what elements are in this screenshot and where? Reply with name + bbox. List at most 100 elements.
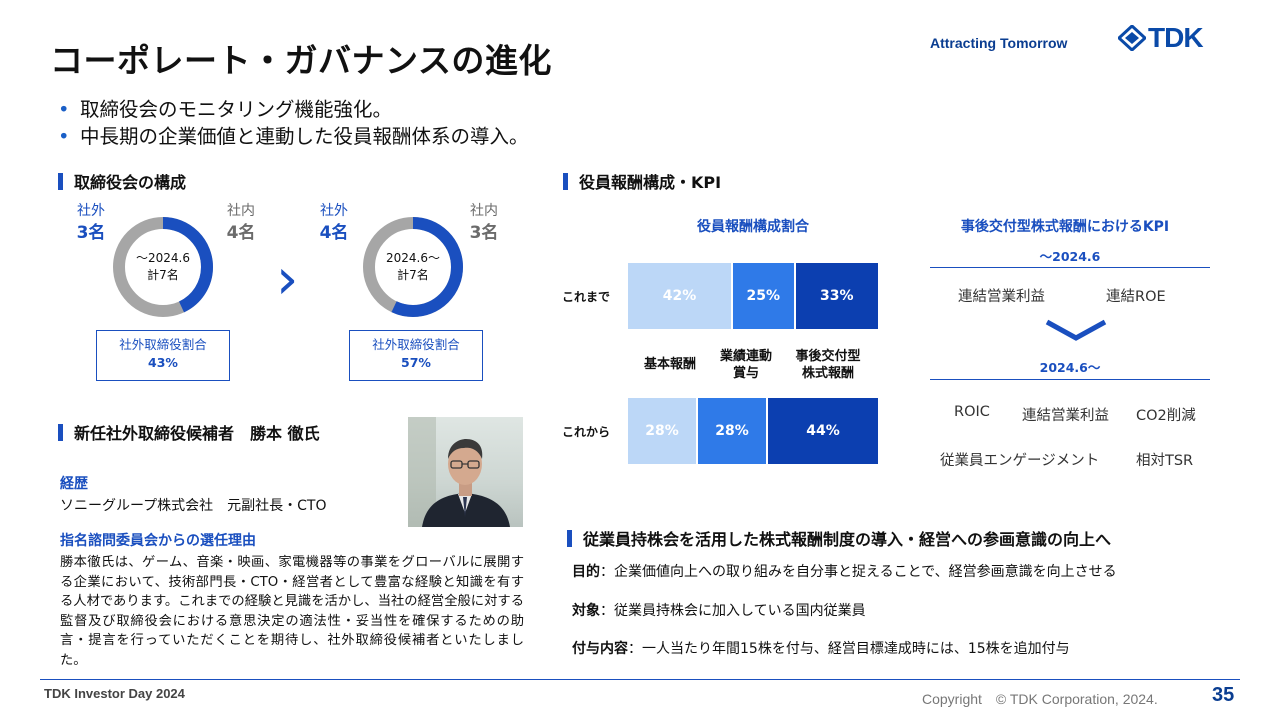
compensation-heading-text: 役員報酬構成・KPI <box>579 173 722 192</box>
after-donut-center: 2024.6〜 計7名 <box>362 250 464 284</box>
inside-count: 4名 <box>226 223 256 243</box>
stacked-bar-after: 28% 28% 44% <box>628 398 878 464</box>
page-number: 35 <box>1212 684 1235 706</box>
candidate-section-heading: 新任社外取締役候補者 勝本 徹氏 <box>58 420 320 444</box>
outside-label: 社外 <box>320 203 348 219</box>
esop-line-label: 対象 <box>572 603 600 619</box>
before-donut-center: 〜2024.6 計7名 <box>112 250 214 284</box>
stacked-bar-before: 42% 25% 33% <box>628 263 878 329</box>
compensation-section-heading: 役員報酬構成・KPI <box>563 169 721 193</box>
kpi-item: 従業員エンゲージメント <box>940 453 1100 469</box>
heading-bar <box>563 172 568 190</box>
chevron-down-icon <box>1045 319 1107 341</box>
esop-grant: 付与内容：一人当たり年間15株を付与、経営目標達成時には、15株を追加付与 <box>572 638 1070 658</box>
donut-outside-arc <box>363 217 463 317</box>
ratio-label: 社外取締役割合 <box>119 337 207 352</box>
category-label: 事後交付型 株式報酬 <box>795 349 861 381</box>
after-donut-chart <box>363 217 463 317</box>
esop-section-heading: 従業員持株会を活用した株式報酬制度の導入・経営への参画意識の向上へ <box>567 526 1111 550</box>
esop-purpose: 目的：企業価値向上への取り組みを自分事と捉えることで、経営参画意識を向上させる <box>572 561 1117 581</box>
kpi-item: 連結営業利益 <box>958 289 1045 305</box>
divider <box>930 267 1210 268</box>
before-ratio-box: 社外取締役割合 43% <box>96 330 230 381</box>
footer-divider <box>40 679 1240 680</box>
inside-label: 社内 <box>470 203 498 219</box>
summary-bullets: • 取締役会のモニタリング機能強化。 • 中長期の企業価値と連動した役員報酬体系の導… <box>58 96 529 150</box>
bar-value-label: 44% <box>806 423 840 439</box>
kpi-after-date: 2024.6〜 <box>1039 360 1101 375</box>
bar-value-label: 25% <box>746 288 780 304</box>
candidate-photo <box>408 417 523 527</box>
footer-copyright: Copyright © TDK Corporation, 2024. <box>922 691 1158 707</box>
inside-label: 社内 <box>227 203 255 219</box>
row-label-after: これから <box>562 425 611 439</box>
kpi-item: CO2削減 <box>1136 408 1196 424</box>
outside-count: 3名 <box>76 223 106 243</box>
row-label-before: これまで <box>562 290 611 304</box>
logo-text: TDK <box>1148 22 1204 53</box>
kpi-before-date: 〜2024.6 <box>1039 249 1101 264</box>
before-donut-chart <box>113 217 213 317</box>
after-ratio-box: 社外取締役割合 57% <box>349 330 483 381</box>
bar-segment-1: 42% <box>628 263 733 329</box>
category-labels: 基本報酬 業績連動 賞与 事後交付型 株式報酬 <box>628 348 878 388</box>
category-label: 基本報酬 <box>643 357 696 372</box>
bullet-text: 取締役会のモニタリング機能強化。 <box>80 98 393 121</box>
esop-line-text: ：従業員持株会に加入している国内従業員 <box>600 603 866 619</box>
bar-value-label: 33% <box>819 288 854 304</box>
donut-period: 〜2024.6 <box>136 251 190 265</box>
reason-label: 指名諮問委員会からの選任理由 <box>60 533 256 549</box>
ratio-value: 43% <box>148 355 178 370</box>
bar-segment-2: 25% <box>733 263 796 329</box>
career-text: ソニーグループ株式会社 元副社長・CTO <box>60 498 327 514</box>
ratio-value: 57% <box>401 355 431 370</box>
bar-segment-2: 28% <box>698 398 768 464</box>
heading-bar <box>58 423 63 441</box>
esop-line-text: ：企業価値向上への取り組みを自分事と捉えることで、経営参画意識を向上させる <box>600 564 1117 580</box>
category-label: 業績連動 賞与 <box>719 349 772 381</box>
after-outside-label: 社外 4名 <box>311 200 357 244</box>
bar-value-label: 28% <box>645 423 679 439</box>
esop-line-text: ：一人当たり年間15株を付与、経営目標達成時には、15株を追加付与 <box>628 641 1070 657</box>
board-heading-text: 取締役会の構成 <box>74 173 187 192</box>
tdk-logo: TDK <box>1118 22 1204 53</box>
inside-count: 3名 <box>469 223 499 243</box>
bar-segment-3: 33% <box>795 263 878 329</box>
bar-segment-3: 44% <box>768 398 878 464</box>
tdk-emblem-icon <box>1118 25 1146 51</box>
esop-heading-text: 従業員持株会を活用した株式報酬制度の導入・経営への参画意識の向上へ <box>583 530 1112 549</box>
kpi-item: 相対TSR <box>1136 453 1194 469</box>
esop-target: 対象：従業員持株会に加入している国内従業員 <box>572 600 866 620</box>
kpi-title: 事後交付型株式報酬におけるKPI <box>960 219 1170 235</box>
career-label: 経歴 <box>60 476 88 492</box>
bar-value-label: 42% <box>662 288 697 304</box>
divider <box>930 379 1210 380</box>
outside-count: 4名 <box>319 223 349 243</box>
candidate-heading-text: 新任社外取締役候補者 勝本 徹氏 <box>74 424 320 443</box>
chevron-right-icon: › <box>276 247 299 312</box>
esop-line-label: 付与内容 <box>572 641 628 657</box>
bar-segment-1: 28% <box>628 398 698 464</box>
heading-bar <box>567 529 572 547</box>
tagline: Attracting Tomorrow <box>930 35 1068 51</box>
board-section-heading: 取締役会の構成 <box>58 169 186 193</box>
kpi-item: ROIC <box>954 404 990 420</box>
bullet-icon: • <box>58 98 70 121</box>
ratio-label: 社外取締役割合 <box>372 337 460 352</box>
donut-total: 計7名 <box>147 268 179 282</box>
bullet-item: • 中長期の企業価値と連動した役員報酬体系の導入。 <box>58 123 529 150</box>
donut-total: 計7名 <box>397 268 429 282</box>
after-inside-label: 社内 3名 <box>461 200 507 244</box>
comp-chart-title: 役員報酬構成割合 <box>697 219 809 235</box>
person-portrait-icon <box>408 417 510 527</box>
outside-label: 社外 <box>77 203 105 219</box>
bullet-icon: • <box>58 125 70 148</box>
page-title: コーポレート・ガバナンスの進化 <box>50 41 552 80</box>
donut-period: 2024.6〜 <box>386 251 440 265</box>
bullet-text: 中長期の企業価値と連動した役員報酬体系の導入。 <box>80 125 529 148</box>
before-outside-label: 社外 3名 <box>68 200 114 244</box>
bullet-item: • 取締役会のモニタリング機能強化。 <box>58 96 529 123</box>
donut-outside-arc <box>113 217 213 317</box>
kpi-item: 連結営業利益 <box>1022 408 1109 424</box>
before-inside-label: 社内 4名 <box>218 200 264 244</box>
